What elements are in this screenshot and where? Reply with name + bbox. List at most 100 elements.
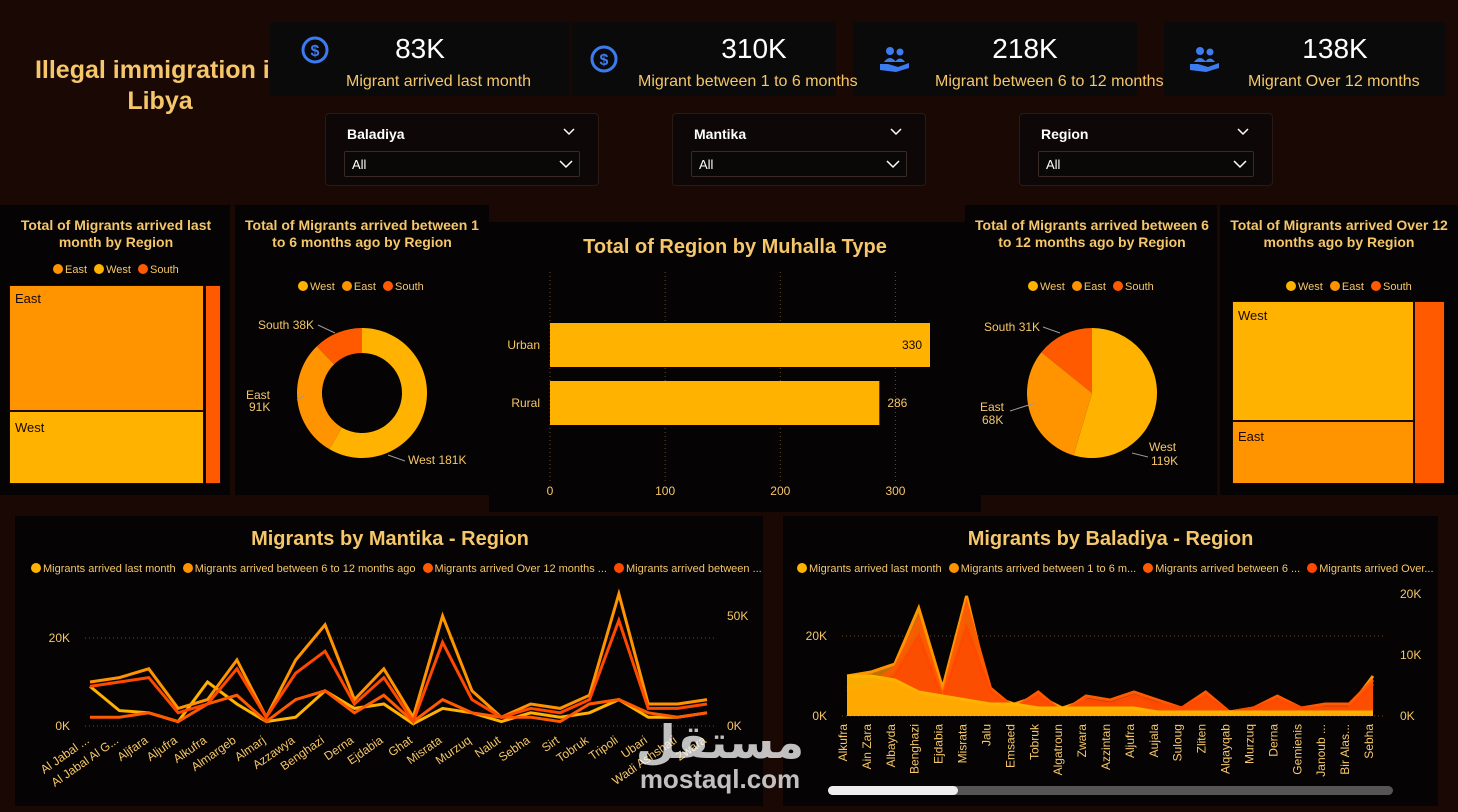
- slicer-value: All: [352, 157, 367, 172]
- series-line: [89, 615, 708, 725]
- pie-slice: [1041, 328, 1092, 393]
- scrollbar-thumb[interactable]: [828, 786, 958, 795]
- legend-label: East: [65, 264, 88, 276]
- page-title: Illegal immigration in Libya: [34, 56, 286, 115]
- treemap-block-south[interactable]: [1414, 301, 1445, 484]
- treemap-block-west[interactable]: West: [1232, 301, 1414, 421]
- y-tick-label: 0K: [812, 709, 827, 723]
- x-tick-label: Suloug: [1171, 724, 1185, 761]
- slicer-baladiya[interactable]: Baladiya All: [325, 113, 599, 186]
- svg-text:$: $: [600, 52, 609, 69]
- x-tick-label: Tobruk: [1027, 723, 1041, 760]
- donut-chart[interactable]: South 38K East 91K West 181K: [235, 205, 489, 495]
- legend-label: Migrants arrived last month: [43, 563, 176, 575]
- x-tick-label: Sebha: [496, 733, 533, 765]
- x-tick-label: Gemienis: [1290, 724, 1304, 775]
- data-label: 330: [902, 338, 922, 352]
- treemap-block-east[interactable]: East: [9, 285, 204, 411]
- y2-tick-label: 10K: [1400, 648, 1421, 662]
- chart-legend: West East South: [1028, 281, 1158, 293]
- x-tick-label: Sebha: [1362, 724, 1376, 759]
- tick-label: 100: [655, 484, 675, 498]
- x-tick-label: Ain Zara: [860, 724, 874, 770]
- x-tick-label: Algatroun: [1051, 724, 1065, 775]
- chart-title: Total of Region by Muhalla Type: [583, 236, 887, 258]
- watermark-arabic: مستقل: [635, 715, 805, 769]
- dollar-icon: $: [590, 45, 618, 73]
- bar-chart[interactable]: 0 100 200 300 Urban 330 Rural 286: [489, 222, 981, 512]
- x-tick-label: Albayda: [884, 724, 898, 768]
- slicer-mantika[interactable]: Mantika All: [672, 113, 926, 186]
- x-tick-label: Misrata: [956, 724, 970, 764]
- treemap-block-label: East: [1238, 429, 1265, 444]
- treemap-last-month[interactable]: Total of Migrants arrived last month by …: [0, 205, 230, 495]
- legend-label: South: [150, 264, 179, 276]
- y-tick-label: 20K: [806, 629, 827, 643]
- legend-label: Migrants arrived between 6 ...: [1155, 563, 1301, 575]
- chevron-down-icon[interactable]: [562, 124, 576, 138]
- series-line: [90, 689, 708, 724]
- treemap-block-west[interactable]: West: [9, 411, 204, 484]
- area-chart[interactable]: 20K 0K 20K 10K 0K Alkufra Ain Zara Albayda Bengh…: [783, 516, 1438, 806]
- legend-label: South: [395, 281, 424, 293]
- kpi-card-over-12-months[interactable]: 138K: [1164, 22, 1446, 96]
- chart-title: Total of Migrants arrived between 1 to 6…: [245, 217, 479, 250]
- pie-chart[interactable]: South 31K East 68K West 119K: [965, 205, 1217, 495]
- chevron-down-icon: [559, 160, 573, 169]
- pie-6-12-months[interactable]: Total of Migrants arrived between 6 to 1…: [965, 205, 1217, 495]
- y2-tick-label: 0K: [727, 719, 742, 733]
- x-tick-label: Murzuq: [1242, 724, 1256, 764]
- treemap-block-south[interactable]: [205, 285, 221, 484]
- bar: [550, 381, 880, 425]
- x-tick-label: Aujala: [1147, 724, 1161, 758]
- slicer-dropdown[interactable]: All: [691, 151, 907, 177]
- pie-slice: [1073, 328, 1157, 458]
- people-hand-icon: [880, 47, 909, 72]
- kpi-value: 218K: [992, 33, 1058, 64]
- bar: [550, 323, 930, 367]
- y-tick-label: 20K: [49, 631, 70, 645]
- y2-tick-label: 20K: [1400, 587, 1421, 601]
- bar-muhalla-type[interactable]: Total of Region by Muhalla Type 0 100 200 3…: [489, 222, 981, 512]
- legend-label: East: [353, 281, 376, 293]
- kpi-value: 310K: [721, 33, 787, 64]
- legend-label: Migrants arrived last month: [809, 563, 942, 575]
- donut-1-6-months[interactable]: Total of Migrants arrived between 1 to 6…: [235, 205, 489, 495]
- pie-slice: [297, 346, 342, 450]
- chevron-down-icon[interactable]: [889, 124, 903, 138]
- kpi-card-last-month[interactable]: 83K: [270, 22, 570, 96]
- data-label: South 38K: [258, 318, 314, 332]
- slicer-dropdown[interactable]: All: [1038, 151, 1254, 177]
- slicer-title: Mantika: [694, 126, 747, 142]
- data-label: East: [980, 400, 1005, 414]
- x-tick-label: Azzintan: [1099, 724, 1113, 770]
- line-chart-mantika[interactable]: Migrants by Mantika - Region Migrants ar…: [15, 516, 763, 806]
- treemap-block-east[interactable]: East: [1232, 421, 1414, 484]
- y2-tick-label: 50K: [727, 609, 748, 623]
- treemap-over-12-months[interactable]: Total of Migrants arrived Over 12 months…: [1220, 205, 1458, 495]
- legend-label: West: [310, 281, 335, 293]
- treemap-block-label: West: [1238, 308, 1268, 323]
- x-tick-label: Janoub ...: [1314, 724, 1328, 777]
- tick-label: 0: [547, 484, 554, 498]
- area-chart-baladiya[interactable]: Migrants by Baladiya - Region Migrants a…: [783, 516, 1438, 806]
- chart-legend: East West South: [53, 264, 183, 276]
- slicer-title: Baladiya: [347, 126, 405, 142]
- chart-title: Migrants by Baladiya - Region: [967, 528, 1254, 550]
- x-tick-label: Zwara: [1075, 724, 1089, 758]
- data-label: 91K: [249, 400, 270, 414]
- kpi-value: 138K: [1302, 33, 1368, 64]
- kpi-label: Migrant between 6 to 12 months: [935, 73, 1164, 90]
- slicer-dropdown[interactable]: All: [344, 151, 580, 177]
- legend-label: Migrants arrived between 1 to 6 m...: [960, 563, 1137, 575]
- slicer-region[interactable]: Region All: [1019, 113, 1273, 186]
- x-tick-label: Tobruk: [554, 732, 592, 765]
- chart-legend: Migrants arrived last month Migrants arr…: [31, 563, 766, 575]
- horizontal-scrollbar[interactable]: [828, 786, 1393, 795]
- chart-legend: West East South: [1286, 281, 1416, 293]
- legend-label: West: [106, 264, 131, 276]
- category-label: Rural: [511, 396, 540, 410]
- legend-label: South: [1383, 281, 1412, 293]
- chevron-down-icon[interactable]: [1236, 124, 1250, 138]
